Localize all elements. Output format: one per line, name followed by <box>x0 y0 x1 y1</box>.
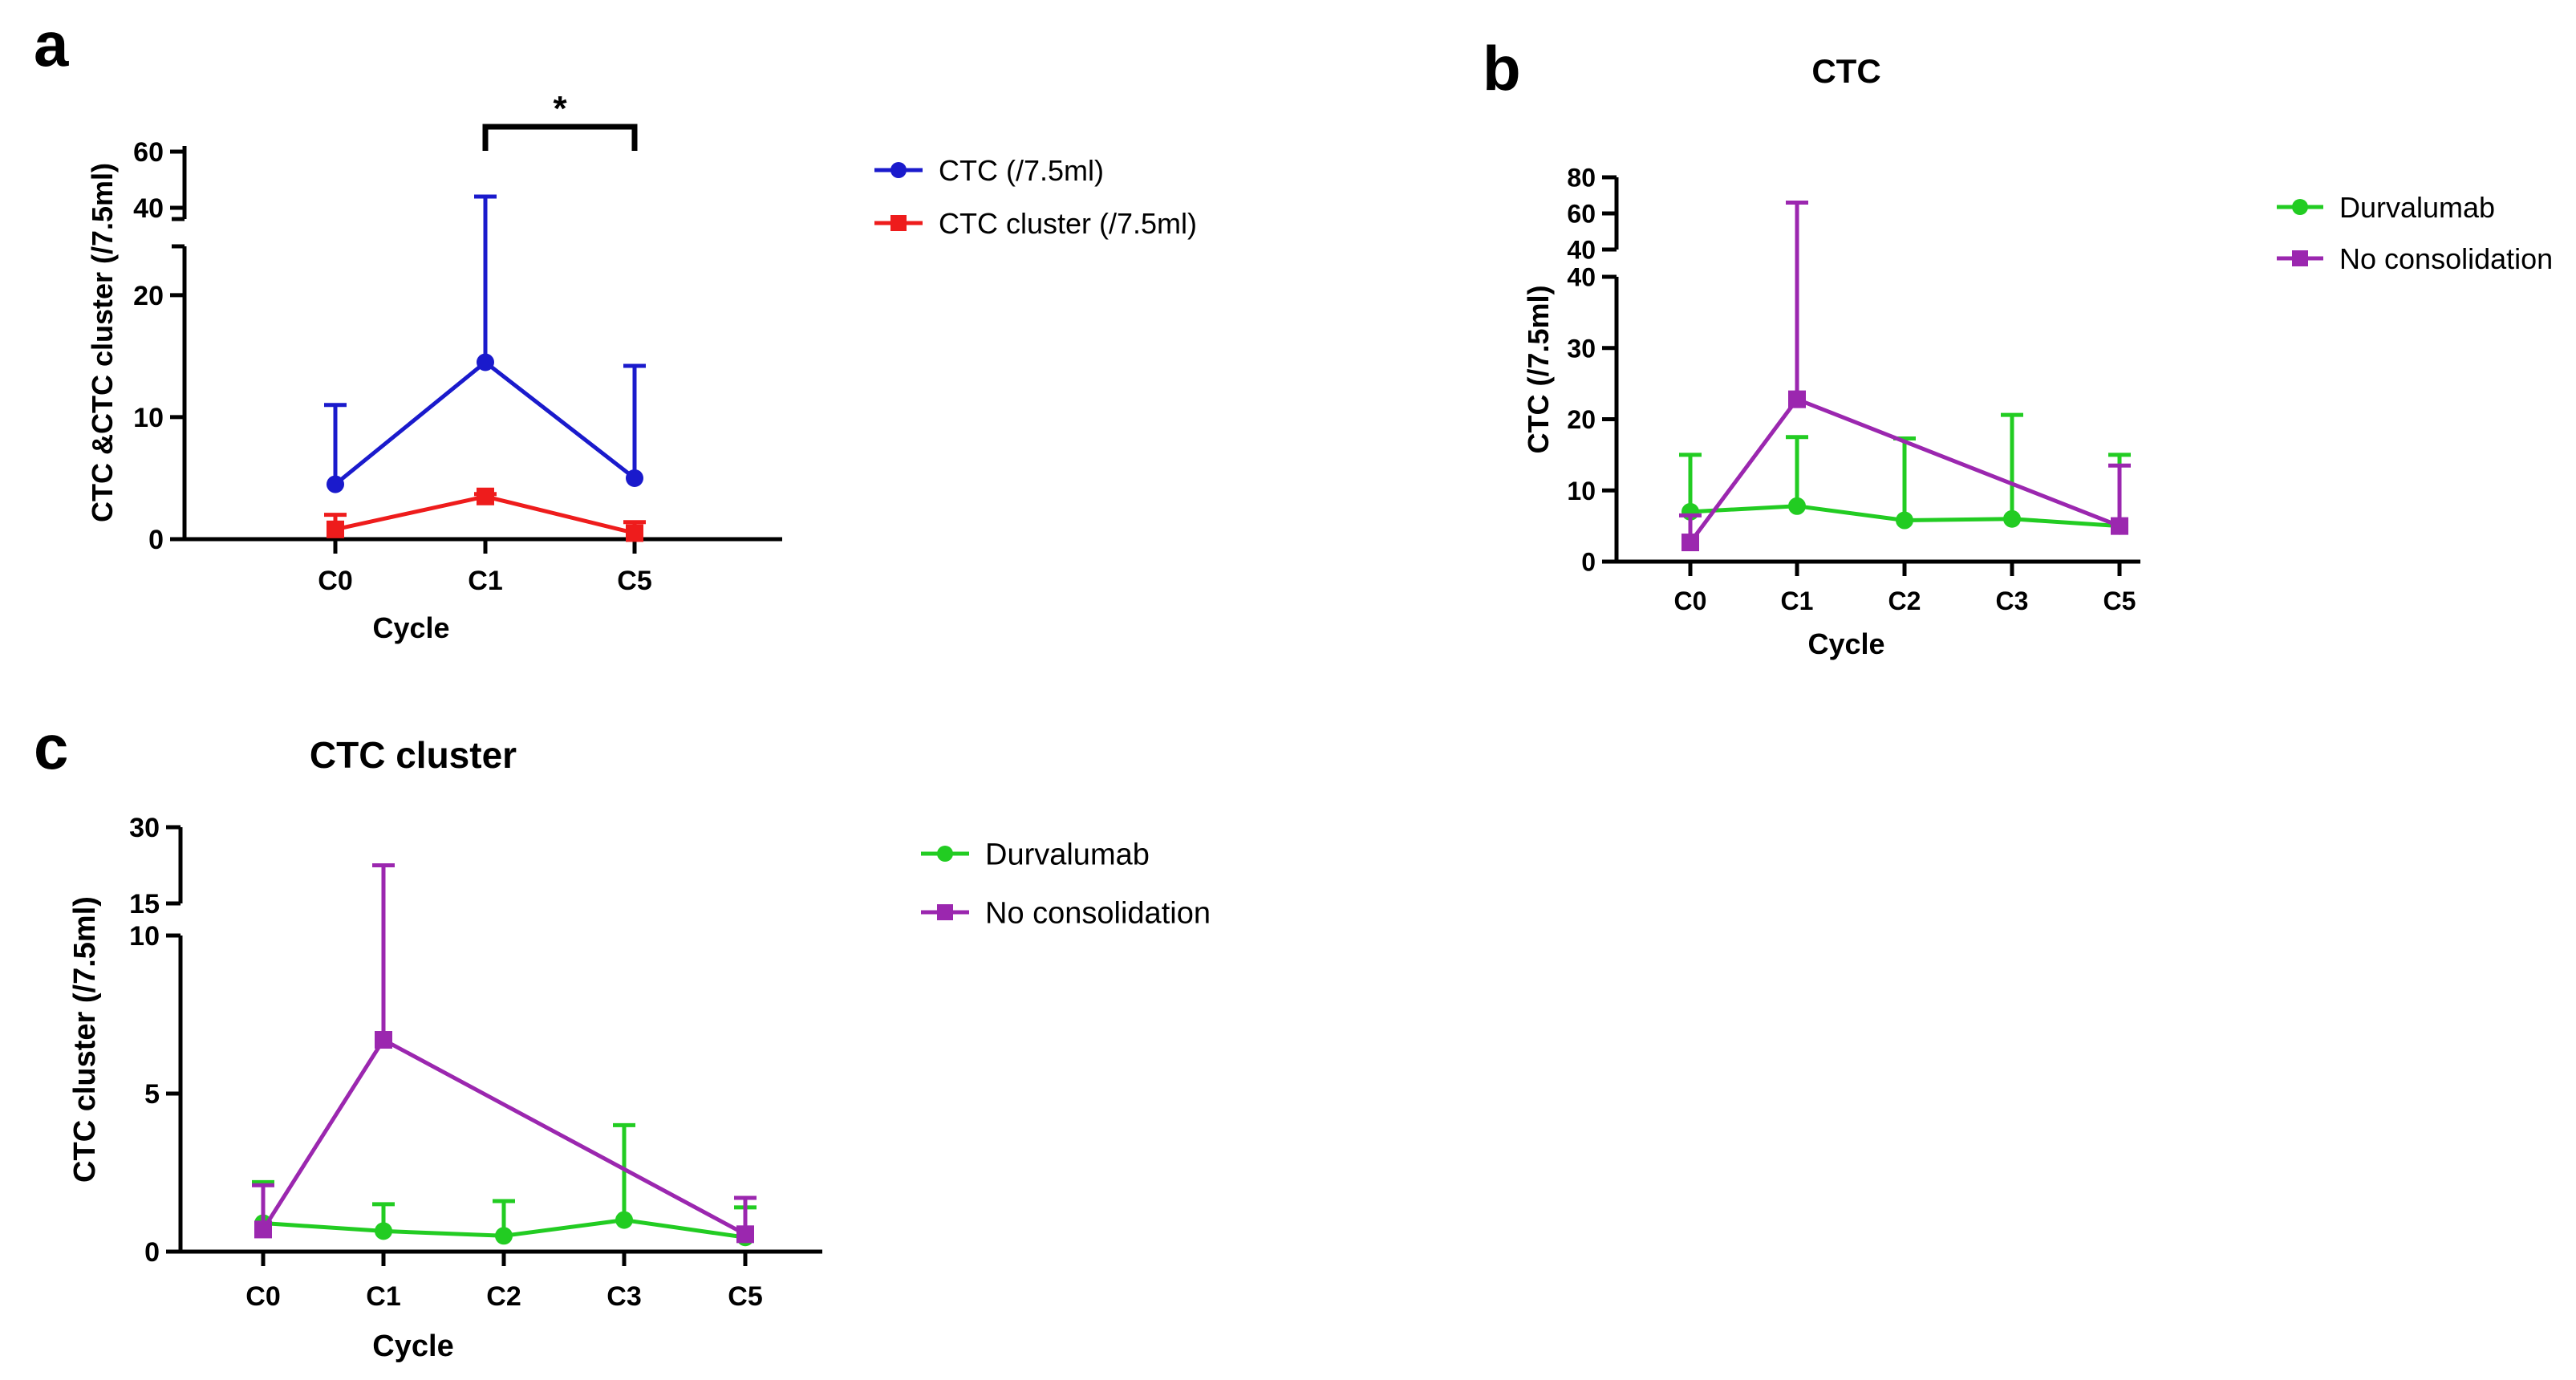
chart-panel-a: 0 10 20 40 60 C0 C1 C5 Cycle CTC &CTC cluster (/7… <box>86 89 1197 644</box>
x-tick-label: C0 <box>245 1281 280 1312</box>
y-tick-label: 30 <box>129 813 160 843</box>
data-point <box>327 475 344 493</box>
data-point <box>615 1211 633 1229</box>
series-1 <box>1679 201 2131 552</box>
data-point <box>254 1220 272 1239</box>
panel-label-c: c <box>34 712 68 782</box>
data-point <box>626 524 643 542</box>
y-tick-label: 0 <box>144 1237 160 1268</box>
series-0 <box>252 1122 757 1247</box>
legend-swatch-marker <box>937 846 953 862</box>
data-point <box>736 1225 754 1244</box>
data-point <box>1788 390 1806 408</box>
y-tick-label: 0 <box>1581 548 1596 577</box>
x-tick-label: C5 <box>2103 586 2136 615</box>
data-point <box>2003 509 2021 528</box>
x-tick-label: C1 <box>366 1281 400 1312</box>
legend-entry: CTC (/7.5ml) <box>939 154 1104 187</box>
legend-entry: CTC cluster (/7.5ml) <box>939 207 1197 240</box>
x-tick-label: C2 <box>1888 586 1921 615</box>
panel-label-b: b <box>1483 33 1521 104</box>
legend-swatch-marker <box>890 215 907 231</box>
y-tick-label: 10 <box>129 921 160 952</box>
data-point <box>375 1031 392 1049</box>
legend-entry: No consolidation <box>985 897 1211 931</box>
y-tick-label: 15 <box>129 889 160 919</box>
legend-swatch-marker <box>890 162 907 178</box>
y-axis-label: CTC (/7.5ml) <box>1522 285 1555 453</box>
x-tick-label: C0 <box>318 566 352 596</box>
y-axis-label: CTC cluster (/7.5ml) <box>68 896 102 1183</box>
data-point <box>477 487 494 505</box>
y-tick-label: 60 <box>133 137 164 168</box>
legend-entry: Durvalumab <box>2339 191 2495 224</box>
data-point <box>477 353 494 371</box>
y-tick-label: 20 <box>1567 405 1596 434</box>
x-tick-label: C5 <box>617 566 651 596</box>
legend: Durvalumab No consolidation <box>921 838 1211 931</box>
x-tick-label: C0 <box>1674 586 1707 615</box>
data-point <box>375 1222 392 1240</box>
y-tick-label: 0 <box>148 525 164 555</box>
x-tick-label: C1 <box>1781 586 1814 615</box>
legend-swatch-marker <box>937 904 953 920</box>
y-tick-label: 30 <box>1567 334 1596 363</box>
x-axis-label: Cycle <box>1807 627 1884 660</box>
series-0 <box>1679 412 2131 535</box>
y-axis-label: CTC &CTC cluster (/7.5ml) <box>86 163 119 522</box>
significance-marker: * <box>553 89 567 128</box>
chart-title: CTC <box>1811 52 1880 90</box>
x-tick-label: C3 <box>606 1281 641 1312</box>
x-tick-label: C1 <box>468 566 502 596</box>
legend-entry: Durvalumab <box>985 838 1150 872</box>
data-point <box>1896 511 1913 530</box>
legend: Durvalumab No consolidation <box>2277 191 2553 275</box>
panel-label-a: a <box>34 9 69 79</box>
y-tick-label: 80 <box>1567 164 1596 193</box>
x-axis-label: Cycle <box>372 611 449 644</box>
chart-title: CTC cluster <box>310 734 517 776</box>
y-tick-label: 40 <box>1567 236 1596 265</box>
x-tick-label: C5 <box>728 1281 762 1312</box>
y-tick-label: 20 <box>133 281 164 311</box>
data-point <box>2111 517 2128 535</box>
x-axis-label: Cycle <box>372 1329 453 1363</box>
legend-swatch-marker <box>2292 199 2308 215</box>
data-point <box>327 520 344 538</box>
legend-entry: No consolidation <box>2339 242 2553 275</box>
significance-bracket <box>482 124 638 151</box>
series-0 <box>324 194 646 493</box>
y-tick-label: 10 <box>1567 477 1596 505</box>
data-point <box>1788 497 1806 515</box>
y-tick-label: 40 <box>133 193 164 224</box>
legend-swatch-marker <box>2292 250 2308 266</box>
legend: CTC (/7.5ml) CTC cluster (/7.5ml) <box>874 154 1197 240</box>
y-tick-label: 5 <box>144 1079 160 1110</box>
x-tick-label: C3 <box>1996 586 2029 615</box>
series-1 <box>252 863 757 1244</box>
y-tick-label: 10 <box>133 403 164 433</box>
x-tick-label: C2 <box>486 1281 521 1312</box>
data-point <box>495 1227 513 1245</box>
y-tick-label: 60 <box>1567 200 1596 229</box>
y-tick-label: 40 <box>1567 263 1596 292</box>
data-point <box>1681 534 1699 552</box>
series-1 <box>324 487 646 542</box>
data-point <box>626 469 643 487</box>
series-line <box>334 359 636 486</box>
